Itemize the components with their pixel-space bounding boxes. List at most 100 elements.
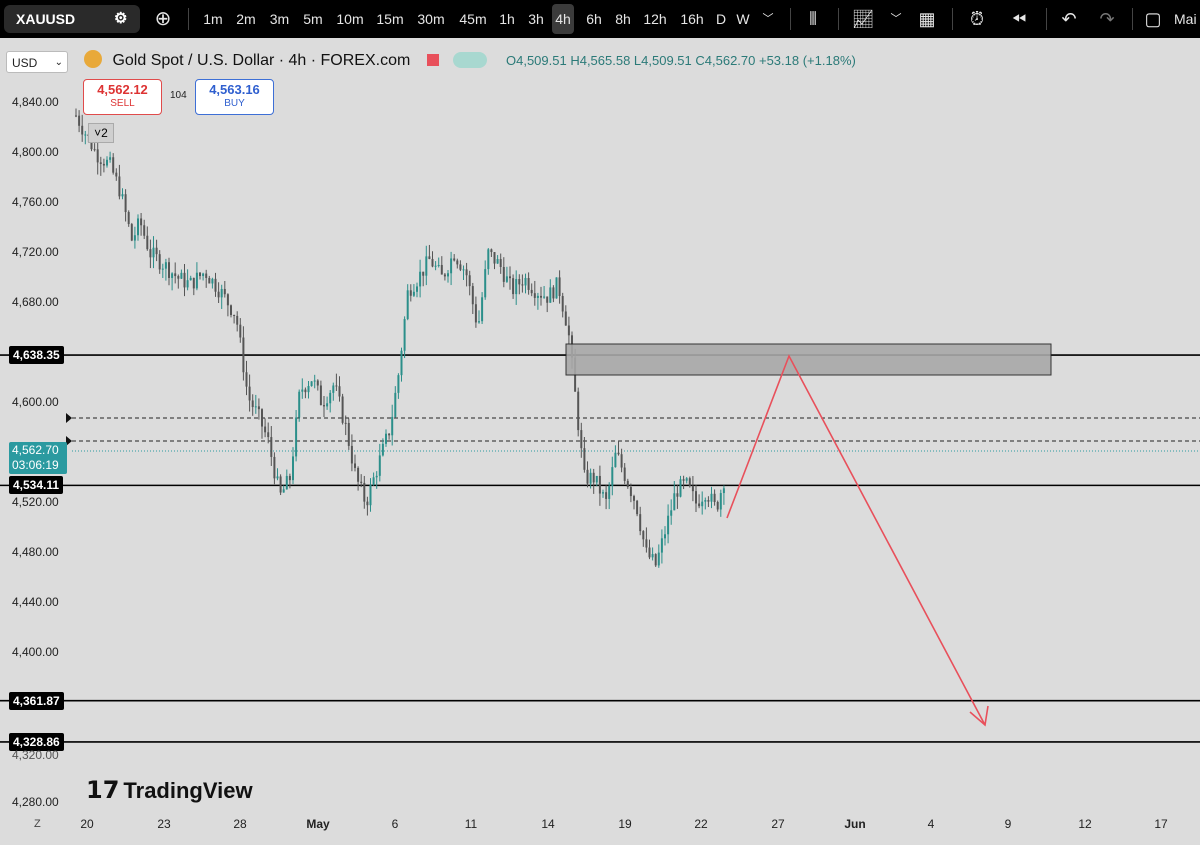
time-tick-label: 11 bbox=[464, 817, 478, 831]
candle-body bbox=[716, 502, 719, 510]
candle-body bbox=[273, 456, 276, 479]
redo-icon[interactable]: ↷ bbox=[1099, 9, 1115, 29]
candle-body bbox=[462, 269, 465, 271]
candle-body bbox=[502, 267, 505, 282]
undo-icon[interactable]: ↶ bbox=[1061, 9, 1077, 29]
candle-body bbox=[99, 162, 102, 164]
candle-body bbox=[509, 276, 511, 279]
timeframe-4h[interactable]: 4h bbox=[552, 4, 574, 34]
timeframe-1m[interactable]: 1m bbox=[203, 11, 223, 27]
collapse-badge[interactable]: ˅2 bbox=[88, 123, 114, 143]
toolbar-divider bbox=[838, 8, 839, 30]
candle-body bbox=[515, 279, 518, 295]
chart-legend[interactable]: Gold Spot / U.S. Dollar · 4h · FOREX.com bbox=[84, 50, 488, 72]
candle-body bbox=[174, 273, 177, 277]
sell-button[interactable]: 4,562.12 SELL bbox=[83, 79, 162, 115]
candle-body bbox=[385, 433, 387, 444]
candle-body bbox=[341, 396, 344, 423]
buy-label: BUY bbox=[224, 98, 245, 109]
candle-body bbox=[487, 249, 490, 270]
time-tick-label: 9 bbox=[1004, 817, 1012, 831]
candle-body bbox=[598, 475, 601, 494]
candle-body bbox=[233, 314, 236, 316]
candle-body bbox=[474, 304, 477, 323]
candle-body bbox=[719, 493, 722, 510]
candle-body bbox=[478, 321, 480, 323]
sell-label: SELL bbox=[110, 98, 135, 109]
replay-icon[interactable]: ⏪︎ bbox=[1011, 9, 1027, 29]
candle-body bbox=[195, 272, 198, 289]
symbol-settings-icon[interactable]: ⚙ bbox=[114, 10, 128, 27]
price-tick-label: 4,440.00 bbox=[12, 595, 59, 609]
timeframe-3m[interactable]: 3m bbox=[269, 11, 290, 27]
candle-body bbox=[639, 514, 642, 532]
candle-body bbox=[211, 278, 214, 284]
candle-body bbox=[137, 218, 139, 236]
timeframe-15m[interactable]: 15m bbox=[376, 11, 404, 27]
timeframe-30m[interactable]: 30m bbox=[417, 11, 445, 27]
timeframe-8h[interactable]: 8h bbox=[615, 11, 631, 27]
candle-body bbox=[490, 249, 493, 253]
timeframe-16h[interactable]: 16h bbox=[680, 11, 704, 27]
candle-body bbox=[536, 295, 539, 298]
candle-body bbox=[186, 280, 189, 288]
timeframe-W[interactable]: W bbox=[736, 11, 750, 27]
candle-body bbox=[505, 276, 508, 282]
indicators-chevron-icon[interactable]: ﹀ bbox=[890, 13, 902, 25]
candle-type-icon[interactable]: ⫴ bbox=[809, 9, 817, 29]
current-price-tag: 4,562.70 03:06:19 bbox=[9, 442, 67, 474]
fullscreen-icon[interactable]: ▢ bbox=[1144, 9, 1162, 29]
timeframe-45m[interactable]: 45m bbox=[459, 11, 487, 27]
currency-select[interactable]: USD ⌄ bbox=[6, 51, 68, 73]
candle-body bbox=[623, 467, 626, 481]
legend-title: Gold Spot / U.S. Dollar · 4h · FOREX.com bbox=[112, 52, 411, 69]
candle-body bbox=[676, 493, 679, 497]
candle-body bbox=[285, 475, 288, 490]
candle-body bbox=[152, 247, 155, 258]
buy-button[interactable]: 4,563.16 BUY bbox=[195, 79, 274, 115]
candle-body bbox=[691, 486, 694, 492]
timeframe-D[interactable]: D bbox=[715, 11, 727, 27]
symbol-search[interactable]: XAUUSD ⚙ bbox=[4, 5, 140, 33]
right-menu-label[interactable]: Mai bbox=[1174, 11, 1197, 27]
timeframe-10m[interactable]: 10m bbox=[336, 11, 364, 27]
indicators-icon[interactable]: 📈︎ bbox=[851, 9, 875, 29]
candle-body bbox=[540, 295, 542, 298]
candle-body bbox=[276, 476, 279, 479]
timeframe-2m[interactable]: 2m bbox=[236, 11, 256, 27]
timeframe-12h[interactable]: 12h bbox=[643, 11, 667, 27]
timeframe-menu-chevron-icon[interactable]: ﹀ bbox=[762, 13, 774, 25]
timezone-label[interactable]: Z bbox=[34, 818, 41, 830]
timeframe-3h[interactable]: 3h bbox=[528, 11, 544, 27]
candle-body bbox=[422, 271, 425, 276]
price-tick-label: 4,480.00 bbox=[12, 545, 59, 559]
candle-body bbox=[84, 134, 87, 136]
candle-body bbox=[118, 176, 121, 197]
alert-clock-icon[interactable]: ⏰︎ bbox=[969, 9, 985, 29]
candle-body bbox=[357, 467, 360, 482]
time-tick-label: 22 bbox=[694, 817, 708, 831]
candle-body bbox=[412, 291, 415, 296]
candle-body bbox=[146, 235, 149, 250]
candle-body bbox=[279, 476, 282, 493]
candle-body bbox=[611, 467, 614, 486]
candle-body bbox=[493, 252, 496, 264]
timeframe-1h[interactable]: 1h bbox=[499, 11, 515, 27]
price-tick-label: 4,720.00 bbox=[12, 245, 59, 259]
watermark-text: TradingView bbox=[123, 778, 253, 803]
timeframe-5m[interactable]: 5m bbox=[303, 11, 323, 27]
toolbar-divider bbox=[790, 8, 791, 30]
add-symbol-icon[interactable]: ⊕ bbox=[154, 8, 172, 30]
candle-body bbox=[602, 492, 604, 494]
gold-logo-icon bbox=[84, 50, 102, 68]
candle-body bbox=[267, 432, 270, 438]
level-marker-upper bbox=[66, 413, 72, 423]
market-status-icon bbox=[453, 52, 488, 68]
candle-body bbox=[397, 375, 400, 393]
time-tick-label: 14 bbox=[541, 817, 555, 831]
candle-body bbox=[403, 319, 406, 351]
layout-grid-icon[interactable]: ▦ bbox=[918, 9, 936, 29]
candle-body bbox=[595, 475, 598, 483]
timeframe-6h[interactable]: 6h bbox=[586, 11, 602, 27]
